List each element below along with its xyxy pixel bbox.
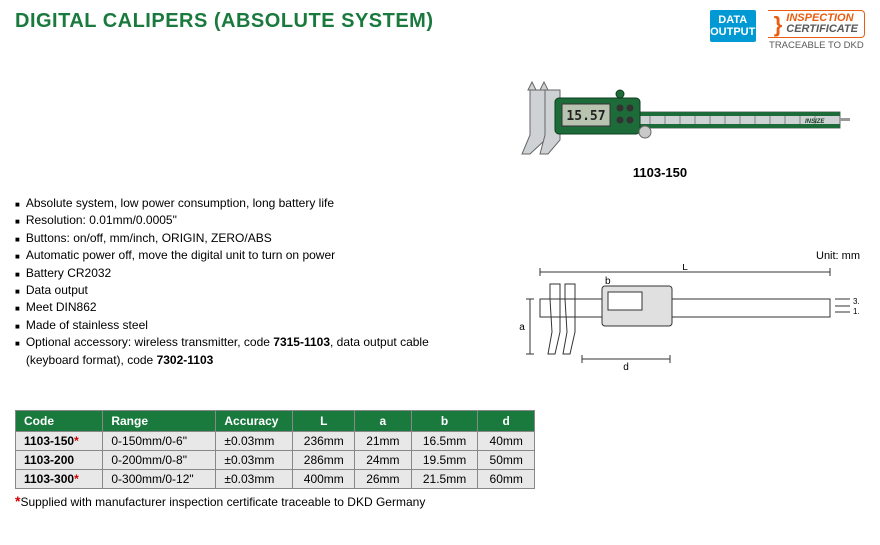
svg-text:d: d [623, 362, 629, 373]
cell: 0-150mm/0-6" [103, 432, 216, 451]
brace-icon: } [774, 19, 783, 30]
svg-text:INSIZE: INSIZE [805, 119, 825, 125]
cell: 21mm [355, 432, 412, 451]
cell: 19.5mm [411, 451, 478, 470]
svg-text:L: L [682, 264, 688, 273]
col-header: b [411, 411, 478, 432]
cell: ±0.03mm [216, 470, 293, 489]
svg-text:1.6: 1.6 [853, 307, 860, 316]
feature-list: Absolute system, low power consumption, … [15, 195, 435, 369]
unit-label: Unit: mm [510, 250, 860, 262]
traceable-label: TRACEABLE TO DKD [768, 40, 865, 51]
cell: 50mm [478, 451, 535, 470]
spec-table-wrap: CodeRangeAccuracyLabd 1103-150*0-150mm/0… [15, 410, 535, 509]
cell: 40mm [478, 432, 535, 451]
code-cell: 1103-150* [16, 432, 103, 451]
page-title: DIGITAL CALIPERS (ABSOLUTE SYSTEM) [15, 10, 434, 33]
table-row: 1103-2000-200mm/0-8"±0.03mm286mm24mm19.5… [16, 451, 535, 470]
product-code-label: 1103-150 [633, 165, 687, 180]
col-header: Code [16, 411, 103, 432]
cell: ±0.03mm [216, 432, 293, 451]
diagram-svg: L b a d 3.7 1.6 [510, 264, 860, 374]
cell: 236mm [293, 432, 355, 451]
table-header-row: CodeRangeAccuracyLabd [16, 411, 535, 432]
feature-item: Optional accessory: wireless transmitter… [15, 334, 435, 369]
cell: 60mm [478, 470, 535, 489]
inspection-top: } INSPECTION CERTIFICATE [768, 10, 865, 38]
dimension-diagram: Unit: mm L b a d 3.7 [510, 250, 860, 380]
cell: 286mm [293, 451, 355, 470]
caliper-illustration: 15.57 INSIZE [470, 80, 850, 160]
code-cell: 1103-300* [16, 470, 103, 489]
cell: 24mm [355, 451, 412, 470]
feature-item: Meet DIN862 [15, 299, 435, 316]
table-body: 1103-150*0-150mm/0-6"±0.03mm236mm21mm16.… [16, 432, 535, 489]
cell: 0-200mm/0-8" [103, 451, 216, 470]
cell: 16.5mm [411, 432, 478, 451]
feature-item: Buttons: on/off, mm/inch, ORIGIN, ZERO/A… [15, 230, 435, 247]
col-header: Range [103, 411, 216, 432]
spec-table: CodeRangeAccuracyLabd 1103-150*0-150mm/0… [15, 410, 535, 489]
feature-item: Made of stainless steel [15, 317, 435, 334]
badge-line2: OUTPUT [710, 26, 756, 38]
inspection-text: INSPECTION CERTIFICATE [786, 13, 858, 35]
feature-item: Battery CR2032 [15, 265, 435, 282]
feature-item: Resolution: 0.01mm/0.0005" [15, 212, 435, 229]
table-row: 1103-150*0-150mm/0-6"±0.03mm236mm21mm16.… [16, 432, 535, 451]
col-header: d [478, 411, 535, 432]
cell: 26mm [355, 470, 412, 489]
table-row: 1103-300*0-300mm/0-12"±0.03mm400mm26mm21… [16, 470, 535, 489]
product-image: 15.57 INSIZE 1103-150 [460, 80, 860, 180]
svg-text:a: a [519, 322, 525, 333]
feature-item: Data output [15, 282, 435, 299]
svg-text:b: b [605, 276, 611, 287]
svg-text:3.7: 3.7 [853, 297, 860, 306]
cell: ±0.03mm [216, 451, 293, 470]
col-header: Accuracy [216, 411, 293, 432]
cell: 0-300mm/0-12" [103, 470, 216, 489]
feature-item: Absolute system, low power consumption, … [15, 195, 435, 212]
footnote: *Supplied with manufacturer inspection c… [15, 493, 535, 509]
header: DIGITAL CALIPERS (ABSOLUTE SYSTEM) DATA … [15, 10, 865, 51]
col-header: a [355, 411, 412, 432]
cell: 400mm [293, 470, 355, 489]
feature-item: Automatic power off, move the digital un… [15, 247, 435, 264]
data-output-badge: DATA OUTPUT [710, 10, 756, 42]
lcd-reading: 15.57 [566, 109, 605, 124]
badges: DATA OUTPUT } INSPECTION CERTIFICATE TRA… [710, 10, 865, 51]
cell: 21.5mm [411, 470, 478, 489]
code-cell: 1103-200 [16, 451, 103, 470]
inspection-badge: } INSPECTION CERTIFICATE TRACEABLE TO DK… [768, 10, 865, 51]
badge-line1: DATA [710, 14, 756, 26]
col-header: L [293, 411, 355, 432]
